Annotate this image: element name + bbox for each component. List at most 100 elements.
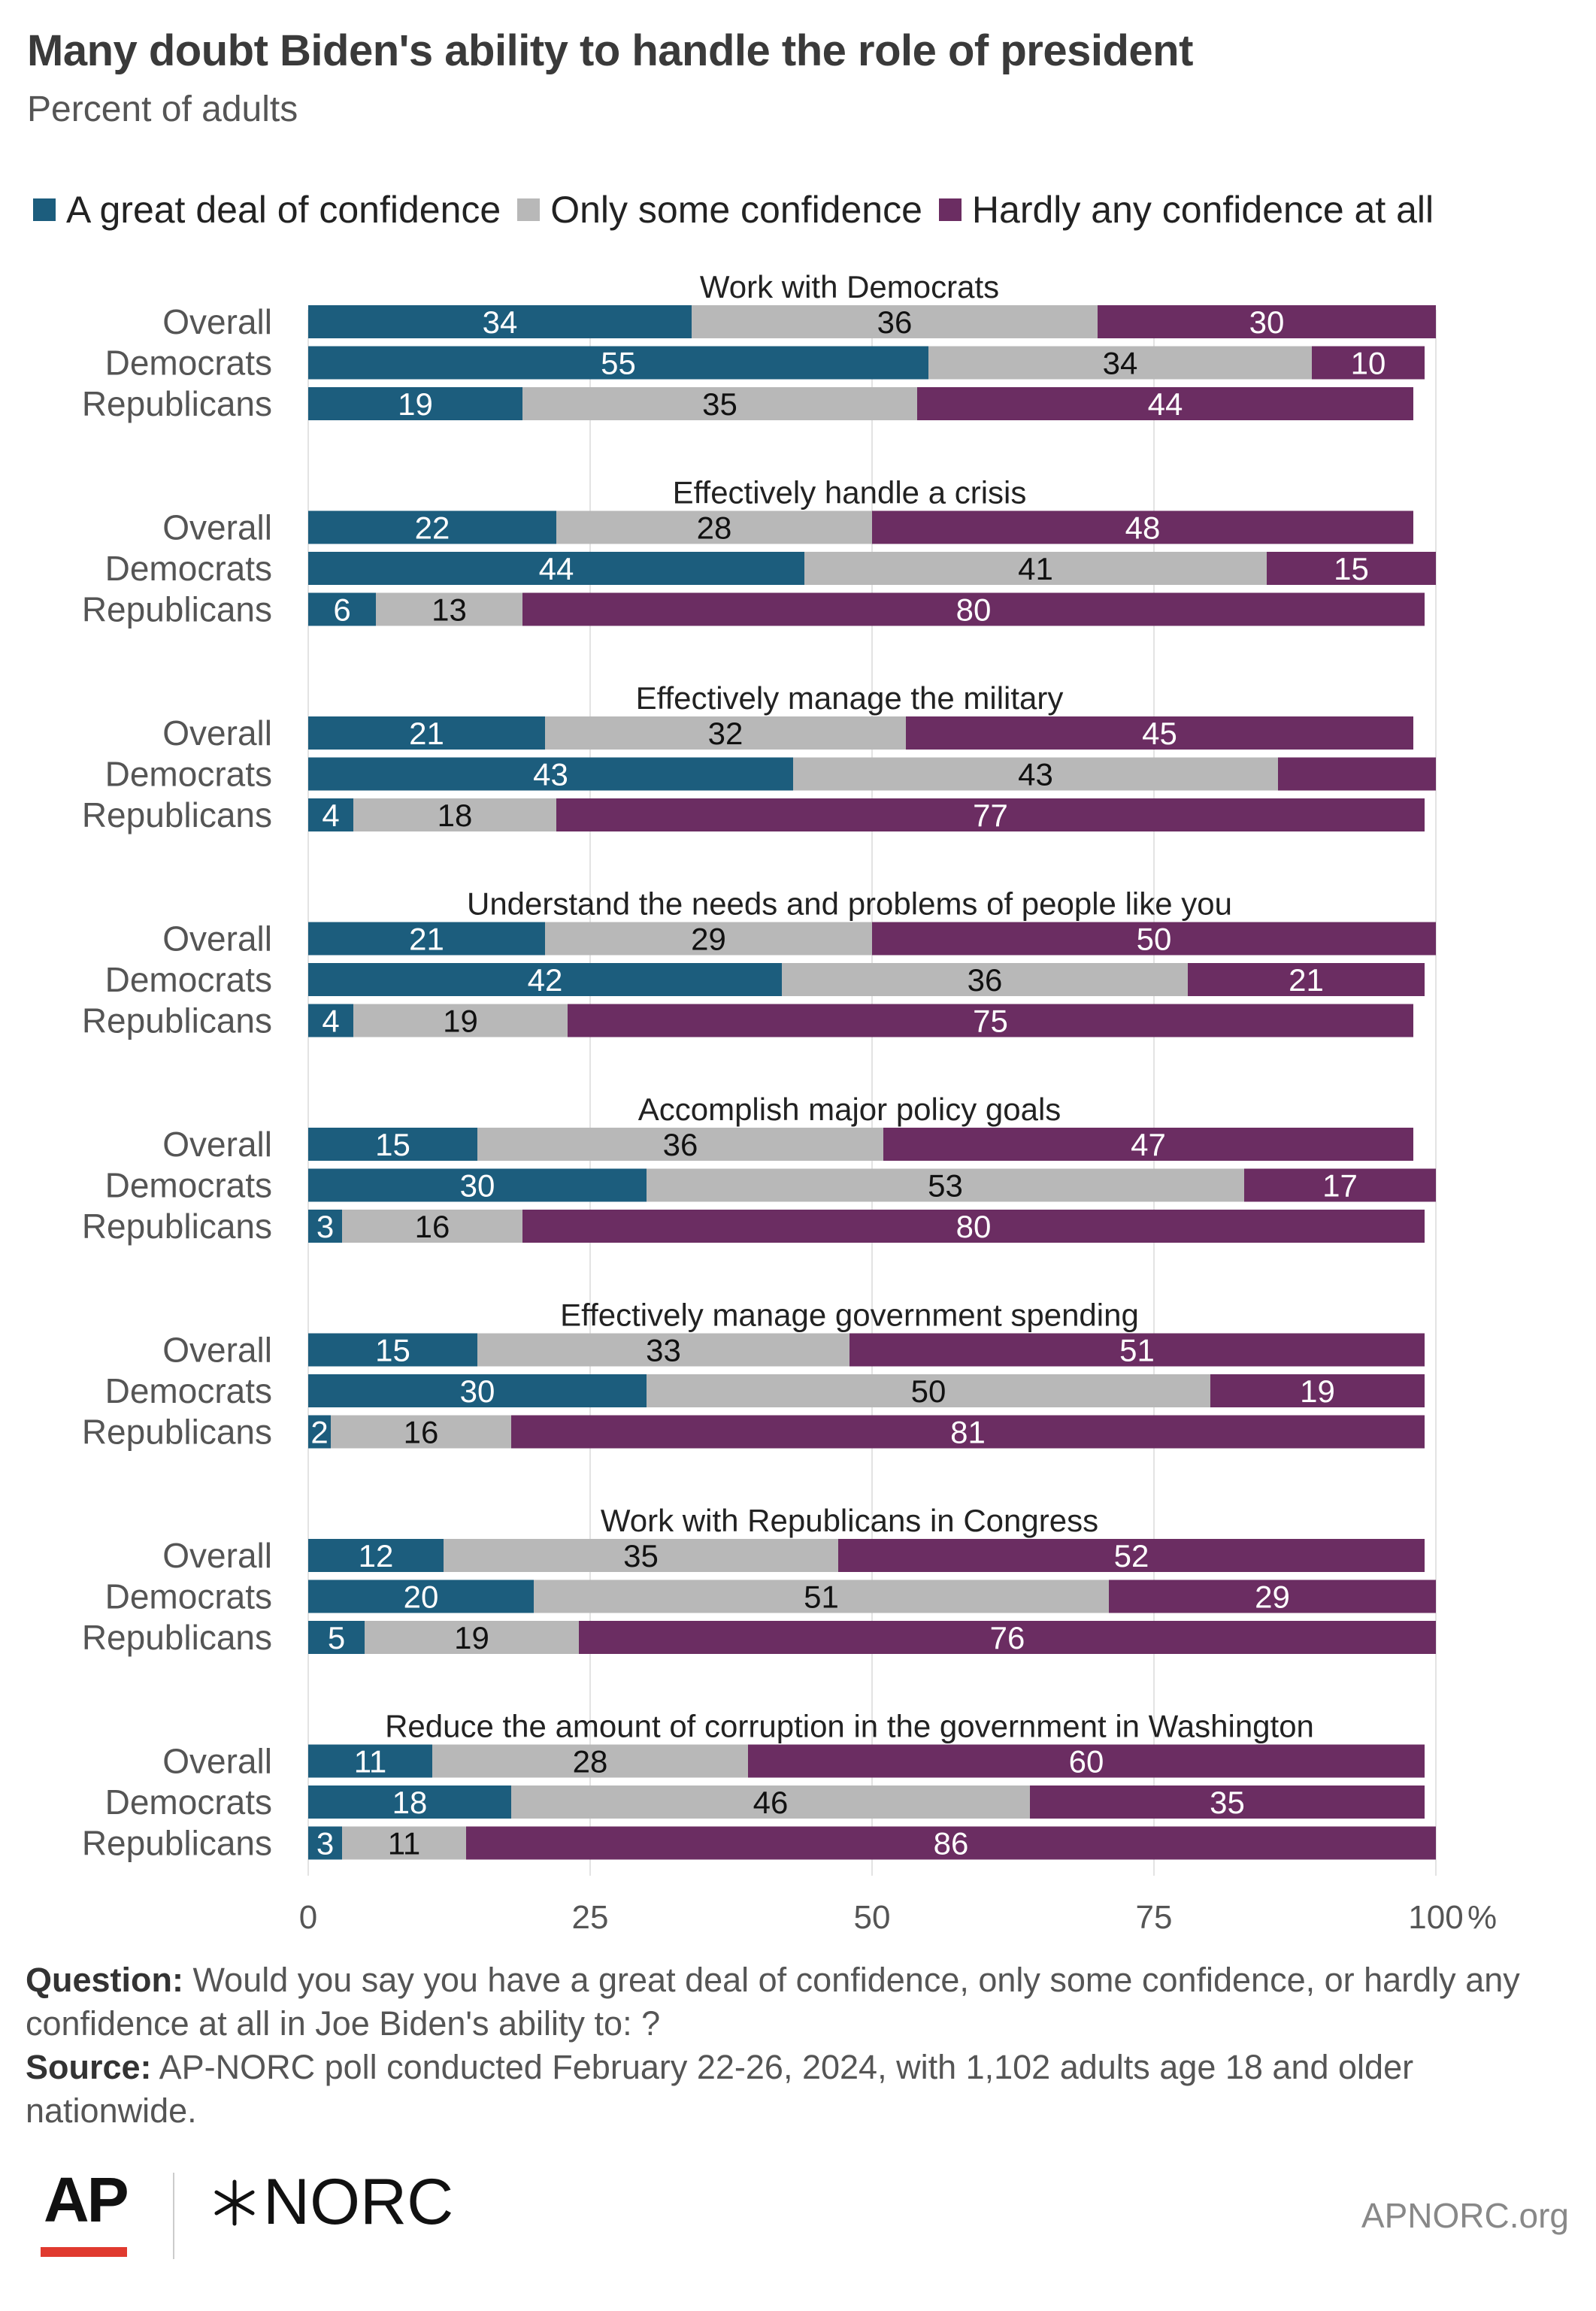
data-label: 51 [1119, 1333, 1155, 1368]
ap-logo: AP [44, 2164, 129, 2235]
row-label: Republicans [82, 590, 272, 629]
bar-segment [1188, 963, 1425, 996]
row-label: Republicans [82, 1824, 272, 1863]
data-label: 11 [388, 1826, 421, 1861]
source-text: AP-NORC poll conducted February 22-26, 2… [26, 2048, 1414, 2130]
row-label: Democrats [105, 344, 272, 383]
data-label: 11 [354, 1744, 387, 1779]
data-label: 53 [928, 1168, 963, 1204]
bar-segment [365, 1621, 579, 1654]
data-label: 2 [310, 1415, 328, 1450]
row-label: Democrats [105, 960, 272, 999]
bar-segment [782, 963, 1188, 996]
data-label: 29 [1255, 1580, 1290, 1615]
bar-segment [477, 1333, 849, 1367]
row-label: Overall [162, 713, 272, 753]
data-label: 81 [950, 1415, 986, 1450]
x-tick-label: 50 [854, 1899, 891, 1936]
row-label: Republicans [82, 1001, 272, 1040]
data-label: 43 [1018, 757, 1053, 792]
data-label: 3 [316, 1826, 334, 1861]
row-label: Democrats [105, 1782, 272, 1822]
norc-logo: NORC [210, 2165, 453, 2240]
bar-segment [917, 387, 1413, 420]
data-label: 34 [1103, 346, 1138, 381]
row-label: Overall [162, 1536, 272, 1575]
bar-segment [353, 1004, 568, 1037]
bar-segment [647, 1168, 1244, 1202]
data-label: 15 [375, 1333, 410, 1368]
bar-segment [308, 305, 692, 338]
bar-segment [522, 1210, 1425, 1243]
bar-segment [308, 552, 804, 585]
bar-segment [1267, 552, 1436, 585]
data-label: 12 [359, 1538, 394, 1573]
row-label: Democrats [105, 1166, 272, 1205]
bar-segment [308, 387, 522, 420]
data-label: 15 [375, 1127, 410, 1162]
row-label: Overall [162, 508, 272, 547]
row-label: Democrats [105, 1577, 272, 1616]
data-label: 41 [1018, 551, 1053, 586]
bar-segment [1278, 757, 1436, 791]
bar-segment [883, 1128, 1413, 1161]
data-label: 60 [1069, 1744, 1104, 1779]
group-title: Effectively manage government spending [560, 1298, 1139, 1333]
data-label: 80 [956, 592, 992, 628]
data-label: 16 [404, 1415, 439, 1450]
bar-segment [647, 1374, 1210, 1407]
data-label: 18 [438, 798, 473, 833]
group-title: Reduce the amount of corruption in the g… [385, 1709, 1314, 1744]
legend-label: Hardly any confidence at all [971, 189, 1434, 231]
legend-item-great-deal: A great deal of confidence [33, 188, 501, 232]
data-label: 4 [322, 798, 339, 833]
chart-subtitle: Percent of adults [27, 89, 298, 129]
group-title: Effectively handle a crisis [673, 475, 1027, 510]
bar-segment [1210, 1374, 1425, 1407]
bar-segment [556, 510, 872, 544]
question-label: Question: [26, 1961, 183, 1999]
x-tick-label: 0 [299, 1899, 317, 1936]
bar-segment [534, 1580, 1109, 1613]
norc-logo-text: NORC [263, 2166, 454, 2238]
asterisk-icon [214, 2179, 255, 2225]
bar-segment [432, 1744, 748, 1778]
bar-segment [308, 1785, 511, 1819]
data-label: 19 [443, 1004, 478, 1039]
bar-segment [1030, 1785, 1425, 1819]
website-link[interactable]: APNORC.org [1361, 2196, 1569, 2235]
bar-segment [444, 1539, 838, 1572]
bar-segment [1109, 1580, 1436, 1613]
data-label: 17 [1322, 1168, 1358, 1204]
bar-segment [1312, 346, 1425, 380]
group-title: Work with Republicans in Congress [601, 1503, 1098, 1538]
data-label: 45 [1142, 716, 1177, 751]
bar-segment [308, 1621, 365, 1654]
question-text: Would you say you have a great deal of c… [26, 1961, 1520, 2043]
bar-segment [308, 1374, 647, 1407]
bar-segment [928, 346, 1312, 380]
row-label: Republicans [82, 384, 272, 423]
bar-segment [308, 346, 928, 380]
bar-segment [872, 922, 1436, 956]
legend-swatch [938, 198, 962, 221]
bar-segment [748, 1744, 1425, 1778]
data-label: 76 [990, 1620, 1025, 1655]
data-label: 19 [398, 386, 433, 422]
bar-segment [331, 1415, 511, 1449]
data-label: 29 [691, 922, 726, 957]
bar-segment [308, 592, 376, 626]
data-label: 55 [601, 346, 636, 381]
bar-segment [545, 922, 872, 956]
bar-segment [342, 1210, 522, 1243]
row-label: Republicans [82, 795, 272, 834]
data-label: 19 [1300, 1374, 1335, 1409]
chart-title: Many doubt Biden's ability to handle the… [27, 26, 1193, 75]
data-label: 36 [877, 304, 913, 340]
row-label: Overall [162, 1125, 272, 1164]
legend-label: Only some confidence [550, 189, 922, 231]
bar-segment [568, 1004, 1413, 1037]
data-label: 34 [483, 304, 518, 340]
data-label: 35 [1210, 1785, 1245, 1820]
row-label: Overall [162, 1331, 272, 1370]
